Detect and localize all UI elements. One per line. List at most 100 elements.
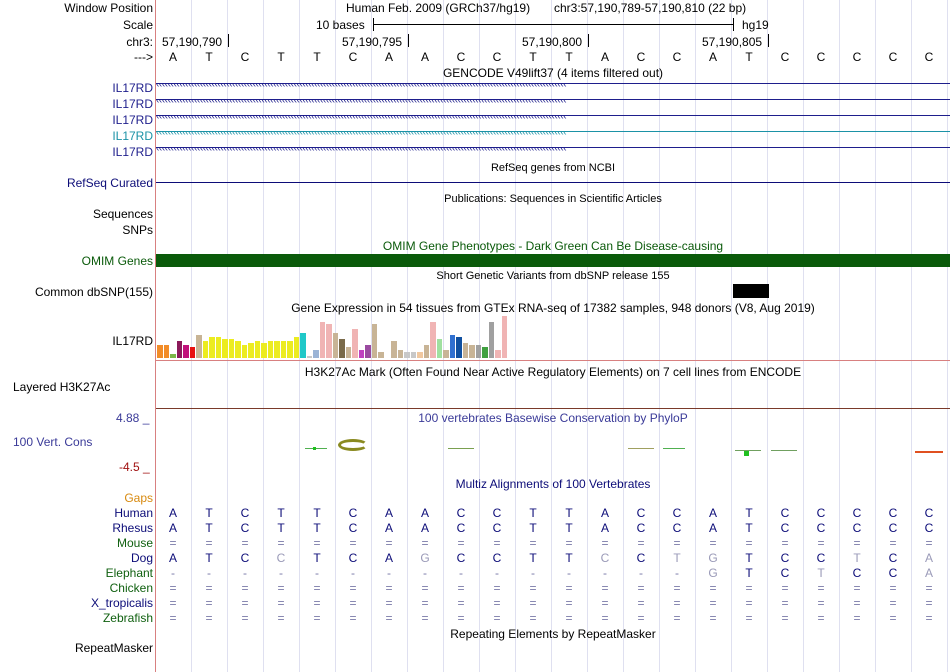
gtex-tissue-bar[interactable] — [274, 341, 280, 358]
gtex-tissue-bar[interactable] — [254, 341, 260, 358]
multiz-track-title[interactable]: Multiz Alignments of 100 Vertebrates — [455, 477, 651, 491]
gtex-tissue-bar[interactable] — [339, 339, 345, 358]
gtex-tissue-bar[interactable] — [508, 335, 514, 358]
gene-feature-line[interactable]: ‹‹‹‹‹‹‹‹‹‹‹‹‹‹‹‹‹‹‹‹‹‹‹‹‹‹‹‹‹‹‹‹‹‹‹‹‹‹‹‹… — [156, 83, 950, 93]
gtex-tissue-bar[interactable] — [319, 322, 325, 358]
gtex-tissue-bar[interactable] — [300, 333, 306, 358]
gtex-tissue-bar[interactable] — [235, 341, 241, 358]
publications-sequences-label[interactable]: Sequences — [92, 207, 153, 221]
gencode-gene-label[interactable]: IL17RD — [112, 145, 153, 159]
gencode-track-title[interactable]: GENCODE V49lift37 (4 items filtered out) — [442, 66, 664, 80]
gene-feature-line[interactable]: ‹‹‹‹‹‹‹‹‹‹‹‹‹‹‹‹‹‹‹‹‹‹‹‹‹‹‹‹‹‹‹‹‹‹‹‹‹‹‹‹… — [156, 131, 950, 141]
gtex-tissue-bar[interactable] — [267, 341, 273, 358]
gtex-tissue-bar[interactable] — [501, 316, 507, 358]
gtex-tissue-bar[interactable] — [430, 322, 436, 358]
species-label[interactable]: Dog — [130, 551, 153, 565]
dbsnp-track-title[interactable]: Short Genetic Variants from dbSNP releas… — [436, 270, 670, 282]
species-label[interactable]: Zebrafish — [102, 611, 153, 625]
gtex-tissue-bar[interactable] — [488, 322, 494, 358]
species-label[interactable]: Rhesus — [112, 521, 153, 535]
gtex-tissue-bar[interactable] — [183, 345, 189, 358]
gtex-tissue-bar[interactable] — [280, 341, 286, 358]
repeatmasker-track-label[interactable]: RepeatMasker — [74, 641, 153, 655]
gtex-track-title[interactable]: Gene Expression in 54 tissues from GTEx … — [291, 301, 815, 315]
species-label[interactable]: Chicken — [109, 581, 153, 595]
species-label[interactable]: Human — [114, 506, 153, 520]
gtex-tissue-bar[interactable] — [287, 341, 293, 358]
refseq-track-label[interactable]: RefSeq Curated — [66, 176, 153, 190]
refseq-gene-line[interactable] — [156, 182, 950, 183]
gtex-tissue-bar[interactable] — [202, 341, 208, 358]
repeatmasker-track-title[interactable]: Repeating Elements by RepeatMasker — [450, 627, 656, 641]
alignment-base: = — [385, 581, 393, 595]
gtex-tissue-bar[interactable] — [384, 352, 390, 358]
species-label[interactable]: Elephant — [105, 566, 153, 580]
reference-base: T — [277, 50, 285, 64]
omim-gene-bar[interactable] — [156, 254, 950, 267]
gtex-tissue-bar[interactable] — [241, 345, 247, 358]
gtex-tissue-bar[interactable] — [417, 352, 423, 358]
gtex-tissue-bar[interactable] — [456, 337, 462, 358]
publications-snps-label[interactable]: SNPs — [122, 223, 153, 237]
gtex-tissue-bar[interactable] — [215, 337, 221, 358]
publications-track-title[interactable]: Publications: Sequences in Scientific Ar… — [444, 193, 662, 205]
h3k27ac-track-label[interactable]: Layered H3K27Ac — [13, 380, 111, 394]
conservation-track-title[interactable]: 100 vertebrates Basewise Conservation by… — [418, 411, 688, 425]
dbsnp-track-label[interactable]: Common dbSNP(155) — [34, 285, 153, 299]
gene-feature-line[interactable]: ‹‹‹‹‹‹‹‹‹‹‹‹‹‹‹‹‹‹‹‹‹‹‹‹‹‹‹‹‹‹‹‹‹‹‹‹‹‹‹‹… — [156, 99, 950, 109]
gtex-tissue-bar[interactable] — [313, 350, 319, 358]
alignment-base: = — [169, 596, 177, 610]
gtex-track-label[interactable]: IL17RD — [112, 334, 153, 348]
species-label[interactable]: X_tropicalis — [90, 596, 153, 610]
gtex-tissue-bar[interactable] — [345, 347, 351, 358]
gtex-tissue-bar[interactable] — [391, 341, 397, 358]
gtex-tissue-bar[interactable] — [410, 352, 416, 358]
refseq-track-title[interactable]: RefSeq genes from NCBI — [490, 162, 616, 174]
gtex-tissue-bar[interactable] — [371, 324, 377, 358]
gtex-tissue-bar[interactable] — [469, 345, 475, 358]
omim-track-label[interactable]: OMIM Genes — [81, 254, 153, 268]
gtex-tissue-bar[interactable] — [482, 347, 488, 358]
gtex-tissue-bar[interactable] — [404, 352, 410, 358]
gtex-tissue-bar[interactable] — [157, 345, 163, 358]
gtex-tissue-bar[interactable] — [462, 343, 468, 358]
gene-feature-line[interactable]: ‹‹‹‹‹‹‹‹‹‹‹‹‹‹‹‹‹‹‹‹‹‹‹‹‹‹‹‹‹‹‹‹‹‹‹‹‹‹‹‹… — [156, 147, 950, 157]
dbsnp-variant[interactable] — [733, 284, 769, 298]
gtex-tissue-bar[interactable] — [378, 352, 384, 358]
gtex-tissue-bar[interactable] — [443, 350, 449, 358]
conservation-track-label[interactable]: 100 Vert. Cons — [13, 435, 93, 449]
gtex-tissue-bar[interactable] — [358, 350, 364, 358]
gtex-tissue-bar[interactable] — [475, 345, 481, 358]
gtex-tissue-bar[interactable] — [449, 335, 455, 358]
gtex-tissue-bar[interactable] — [209, 337, 215, 358]
gtex-tissue-bar[interactable] — [196, 335, 202, 358]
gtex-tissue-bar[interactable] — [163, 345, 169, 358]
gtex-tissue-bar[interactable] — [228, 339, 234, 358]
h3k27ac-track-title[interactable]: H3K27Ac Mark (Often Found Near Active Re… — [304, 365, 802, 379]
gtex-tissue-bar[interactable] — [397, 350, 403, 358]
gtex-tissue-bar[interactable] — [436, 339, 442, 358]
omim-track-title[interactable]: OMIM Gene Phenotypes - Dark Green Can Be… — [382, 239, 724, 253]
gtex-tissue-bar[interactable] — [261, 343, 267, 358]
gtex-tissue-bar[interactable] — [365, 345, 371, 358]
gtex-tissue-bar[interactable] — [326, 324, 332, 358]
gtex-tissue-bar[interactable] — [176, 341, 182, 358]
gencode-gene-label[interactable]: IL17RD — [112, 97, 153, 111]
gtex-tissue-bar[interactable] — [423, 345, 429, 358]
gtex-tissue-bar[interactable] — [248, 343, 254, 358]
gtex-tissue-bar[interactable] — [306, 356, 312, 358]
multiz-gaps-label[interactable]: Gaps — [124, 491, 153, 505]
gencode-gene-label[interactable]: IL17RD — [112, 113, 153, 127]
gtex-tissue-bar[interactable] — [495, 350, 501, 358]
gtex-tissue-bar[interactable] — [189, 347, 195, 358]
gene-feature-line[interactable]: ‹‹‹‹‹‹‹‹‹‹‹‹‹‹‹‹‹‹‹‹‹‹‹‹‹‹‹‹‹‹‹‹‹‹‹‹‹‹‹‹… — [156, 115, 950, 125]
species-label[interactable]: Mouse — [116, 536, 153, 550]
gtex-tissue-bar[interactable] — [170, 354, 176, 358]
gtex-tissue-bar[interactable] — [352, 329, 358, 358]
gencode-gene-label[interactable]: IL17RD — [112, 81, 153, 95]
gtex-tissue-bar[interactable] — [222, 339, 228, 358]
gtex-tissue-bar[interactable] — [293, 337, 299, 358]
gtex-tissue-bar[interactable] — [332, 333, 338, 358]
gencode-gene-label[interactable]: IL17RD — [112, 129, 153, 143]
